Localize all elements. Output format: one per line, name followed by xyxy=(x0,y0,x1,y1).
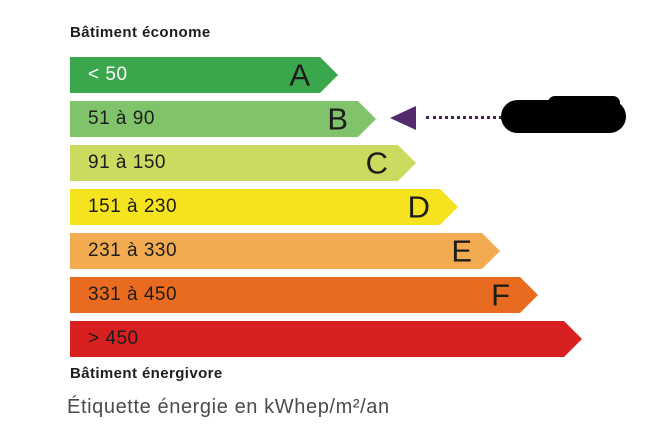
band-range-label: 91 à 150 xyxy=(88,152,166,173)
class-indicator-arrow-icon xyxy=(390,106,416,130)
energy-band-b: 51 à 90 B xyxy=(70,101,376,137)
band-range-label: > 450 xyxy=(88,328,139,349)
energy-band-d: 151 à 230 D xyxy=(70,189,458,225)
band-range-label: < 50 xyxy=(88,64,128,85)
energy-label-caption: Étiquette énergie en kWhep/m²/an xyxy=(67,396,390,418)
band-range-label: 231 à 330 xyxy=(88,240,178,261)
energy-band-f: 331 à 450 F xyxy=(70,277,538,313)
energy-intensive-building-label: Bâtiment énergivore xyxy=(70,365,223,382)
band-letter: B xyxy=(327,101,348,137)
energy-bands: < 50 A 51 à 90 B 91 à 150 C 151 à 230 D … xyxy=(70,57,582,357)
band-letter: C xyxy=(365,145,388,181)
band-letter: D xyxy=(407,189,430,225)
redacted-value-blob xyxy=(548,96,620,110)
dotted-leader-line xyxy=(426,116,502,119)
band-letter: A xyxy=(289,57,310,93)
band-letter: F xyxy=(491,277,510,313)
energy-band-e: 231 à 330 E xyxy=(70,233,500,269)
band-letter: E xyxy=(451,233,472,269)
energy-band-c: 91 à 150 C xyxy=(70,145,416,181)
band-range-label: 331 à 450 xyxy=(88,284,178,305)
band-range-label: 151 à 230 xyxy=(88,196,178,217)
energy-band-g: > 450 xyxy=(70,321,582,357)
band-range-label: 51 à 90 xyxy=(88,108,155,129)
economical-building-label: Bâtiment économe xyxy=(70,24,211,41)
energy-band-a: < 50 A xyxy=(70,57,338,93)
